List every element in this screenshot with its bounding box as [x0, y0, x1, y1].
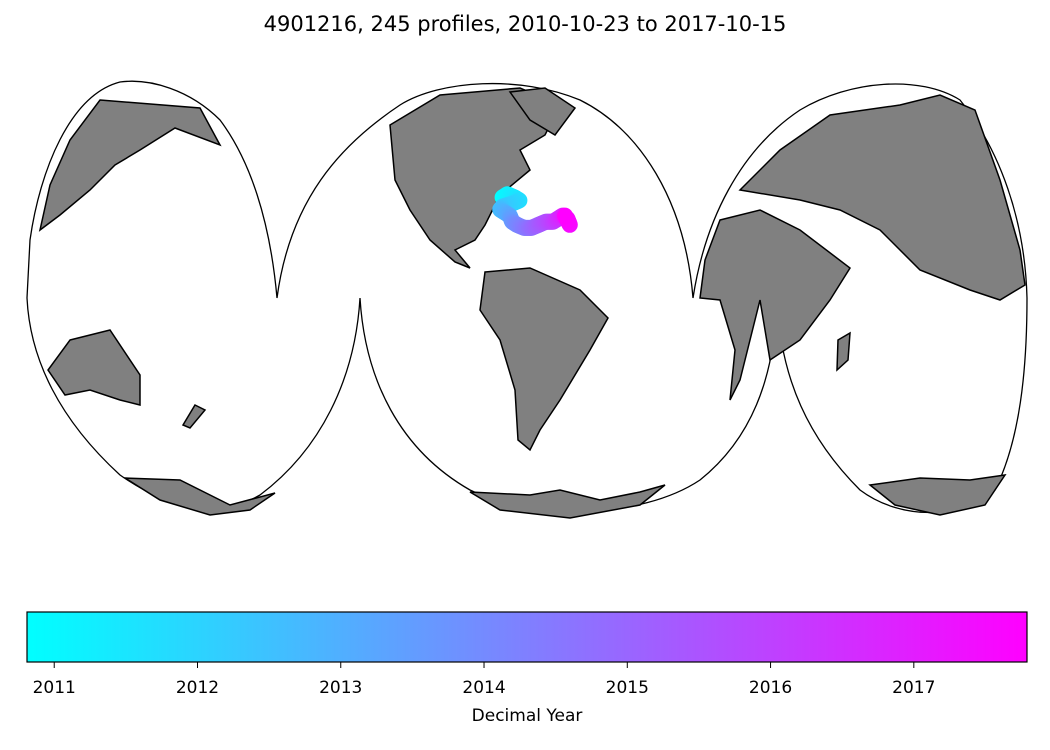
land-new-zealand — [181, 404, 207, 429]
land-greenland — [508, 87, 577, 136]
colorbar-tick-label: 2015 — [606, 678, 649, 698]
colorbar-tick-label: 2013 — [319, 678, 362, 698]
chart-title: 4901216, 245 profiles, 2010-10-23 to 201… — [263, 12, 787, 36]
colorbar-label: Decimal Year — [472, 706, 583, 726]
land-madagascar — [836, 331, 851, 372]
float-trajectory — [492, 186, 578, 236]
colorbar-tick-label: 2017 — [892, 678, 935, 698]
colorbar-tick-label: 2014 — [462, 678, 505, 698]
land-antarctica-west — [122, 477, 276, 516]
land-antarctica-east — [868, 474, 1007, 516]
land-asia-east — [38, 99, 222, 232]
land-australia — [47, 329, 141, 406]
colorbar-tick-label: 2012 — [176, 678, 219, 698]
colorbar-gradient — [26, 611, 1028, 663]
profile-point — [557, 207, 573, 224]
colorbar-tick-label: 2016 — [749, 678, 792, 698]
map-globe — [26, 80, 1028, 519]
colorbar-tick-label: 2011 — [33, 678, 76, 698]
land-south-america — [479, 267, 609, 452]
land-africa — [699, 209, 851, 401]
land-masses — [38, 87, 1026, 519]
land-antarctica-mid — [469, 484, 666, 519]
colorbar: 2011 2012 2013 2014 2015 2016 2017 Decimal Yea… — [26, 611, 1028, 726]
land-eurasia — [738, 94, 1026, 301]
